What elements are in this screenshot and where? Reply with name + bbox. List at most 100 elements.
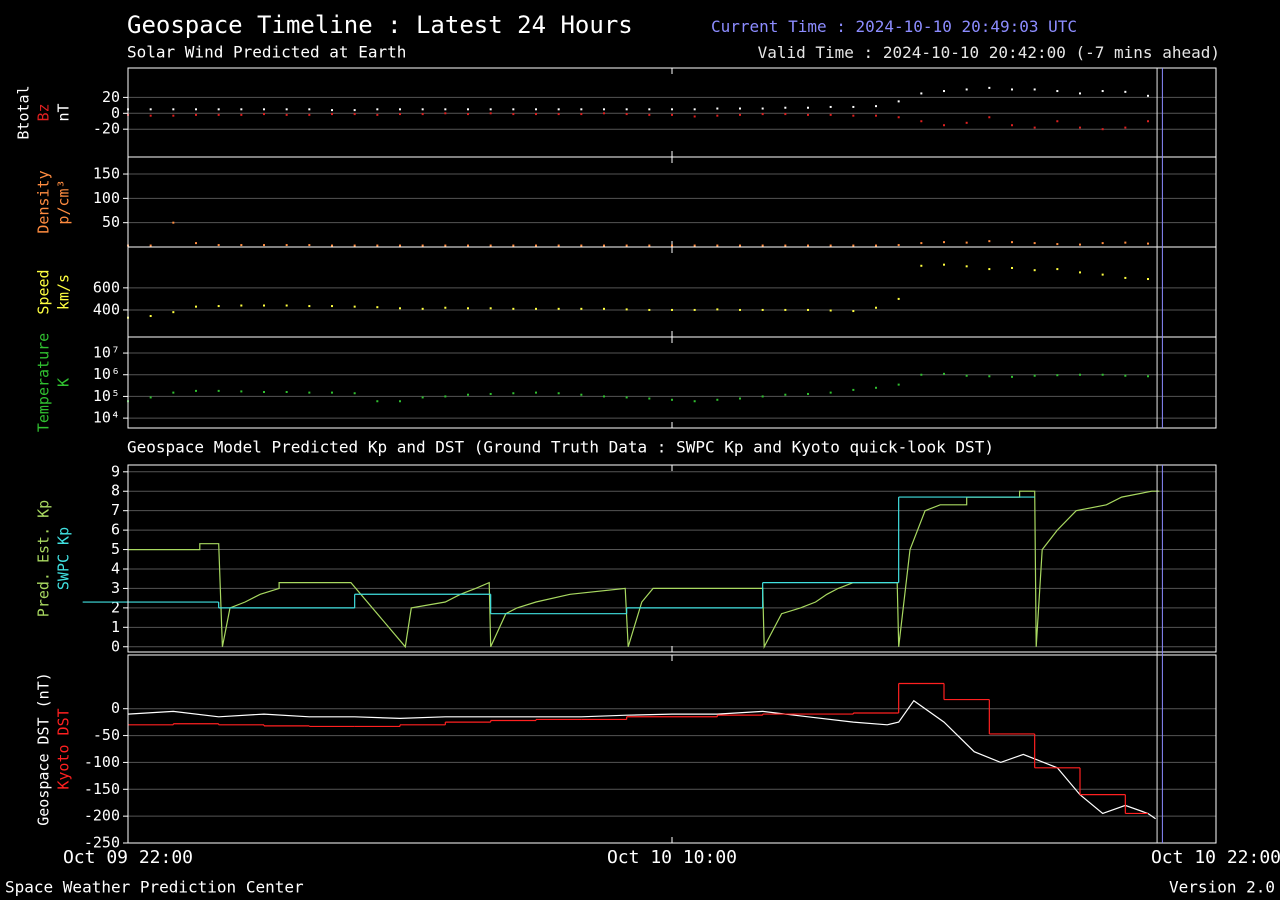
chart-subtitle: Solar Wind Predicted at Earth xyxy=(127,43,406,62)
data-point xyxy=(285,304,288,307)
data-point xyxy=(1079,126,1081,129)
data-point xyxy=(693,244,696,247)
data-point xyxy=(467,393,469,396)
data-point xyxy=(512,244,515,247)
data-point xyxy=(965,121,968,124)
data-point xyxy=(875,105,877,108)
data-point xyxy=(1033,88,1036,91)
data-point xyxy=(580,108,583,111)
y-tick-label: 10⁴ xyxy=(93,409,120,427)
data-point xyxy=(829,105,832,108)
data-point xyxy=(897,100,900,103)
data-point xyxy=(1056,374,1059,377)
y-tick-label: 10⁵ xyxy=(93,387,120,405)
data-point xyxy=(739,397,741,400)
data-point xyxy=(603,244,605,247)
data-point xyxy=(920,92,923,95)
y-tick-label: -150 xyxy=(84,780,120,798)
data-point xyxy=(399,307,401,310)
data-point xyxy=(648,108,651,111)
data-point xyxy=(263,108,265,111)
data-point xyxy=(467,113,469,116)
data-point xyxy=(1147,120,1149,123)
data-point xyxy=(1124,90,1127,93)
data-point xyxy=(172,311,175,314)
y-axis-label: nT xyxy=(55,103,73,121)
data-point xyxy=(217,389,220,392)
y-tick-label: 0 xyxy=(111,699,120,717)
data-point xyxy=(331,391,333,394)
data-point xyxy=(308,305,311,308)
data-point xyxy=(353,113,356,116)
data-point xyxy=(943,124,945,127)
data-point xyxy=(376,108,379,111)
data-point xyxy=(1033,242,1036,245)
y-tick-label: 8 xyxy=(111,482,120,500)
data-point xyxy=(807,392,809,395)
data-point xyxy=(240,113,243,116)
data-point xyxy=(1147,242,1149,245)
data-point xyxy=(1011,241,1013,244)
data-point xyxy=(399,244,401,247)
legend-label: Pred. Est. Kp xyxy=(35,500,53,617)
data-point xyxy=(807,308,809,311)
data-point xyxy=(693,400,696,403)
data-point xyxy=(875,114,877,117)
data-point xyxy=(172,391,175,394)
data-point xyxy=(557,108,560,111)
y-tick-label: 150 xyxy=(93,165,120,183)
data-point xyxy=(489,108,492,111)
y-tick-label: 600 xyxy=(93,278,120,296)
data-point xyxy=(920,120,923,123)
data-point xyxy=(1033,126,1036,129)
legend-label: Geospace DST (nT) xyxy=(35,672,53,826)
data-point xyxy=(807,113,809,116)
y-tick-label: 9 xyxy=(111,462,120,480)
data-point xyxy=(852,388,855,391)
valid-note: (-7 mins ahead) xyxy=(1076,43,1221,62)
data-point xyxy=(217,244,220,247)
data-point xyxy=(671,244,673,247)
x-tick-label: Oct 09 22:00 xyxy=(63,847,193,868)
data-point xyxy=(1124,276,1127,279)
data-point xyxy=(693,108,696,111)
data-point xyxy=(331,109,333,112)
data-point xyxy=(467,108,469,111)
data-point xyxy=(444,112,447,115)
data-point xyxy=(399,400,401,403)
y-tick-label: 1 xyxy=(111,618,120,636)
data-point xyxy=(557,392,560,395)
data-point xyxy=(489,307,492,310)
data-point xyxy=(1079,92,1081,95)
data-point xyxy=(943,372,945,375)
y-tick-label: -200 xyxy=(84,807,120,825)
data-point xyxy=(149,114,152,117)
data-point xyxy=(625,396,628,399)
data-point xyxy=(648,397,651,400)
data-point xyxy=(625,108,628,111)
data-point xyxy=(263,113,265,116)
legend-label: Density xyxy=(35,170,53,233)
data-point xyxy=(1011,375,1013,378)
chart-title: Geospace Timeline : Latest 24 Hours xyxy=(127,11,633,39)
y-tick-label: -20 xyxy=(93,120,120,138)
y-tick-label: 6 xyxy=(111,521,120,539)
data-point xyxy=(671,113,673,116)
y-axis-label: K xyxy=(55,378,73,387)
current-value: 2024-10-10 20:49:03 UTC xyxy=(856,17,1078,36)
data-point xyxy=(580,393,583,396)
data-point xyxy=(285,108,288,111)
data-point xyxy=(875,306,877,309)
panel-frame xyxy=(127,464,1217,653)
data-point xyxy=(1033,374,1036,377)
data-point xyxy=(875,386,877,389)
data-point xyxy=(535,108,537,111)
data-point xyxy=(421,108,424,111)
data-point xyxy=(308,113,311,116)
data-point xyxy=(489,112,492,115)
data-point xyxy=(535,307,537,310)
data-point xyxy=(195,305,197,308)
data-point xyxy=(172,114,175,117)
current-time: Current Time : 2024-10-10 20:49:03 UTC xyxy=(711,17,1077,36)
data-point xyxy=(331,305,333,308)
